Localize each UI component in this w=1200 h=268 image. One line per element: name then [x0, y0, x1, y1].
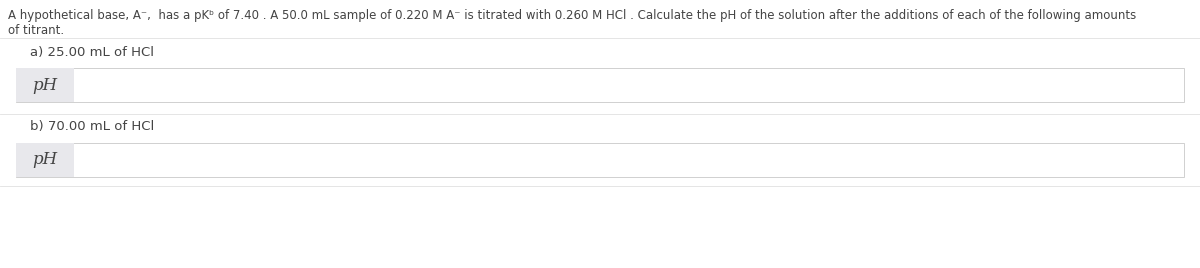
Bar	[16, 68, 1184, 102]
Bar	[16, 143, 1184, 177]
Text: b) 70.00 mL of HCl: b) 70.00 mL of HCl	[30, 120, 155, 133]
Text: A hypothetical base, A⁻,  has a pKᵇ of 7.40 . A 50.0 mL sample of 0.220 M A⁻ is : A hypothetical base, A⁻, has a pKᵇ of 7.…	[8, 9, 1136, 22]
Text: of titrant.: of titrant.	[8, 24, 64, 37]
Text: pH: pH	[32, 76, 58, 94]
Bar	[16, 68, 74, 102]
Text: pH: pH	[32, 151, 58, 169]
Text: a) 25.00 mL of HCl: a) 25.00 mL of HCl	[30, 46, 154, 59]
Bar	[16, 143, 74, 177]
